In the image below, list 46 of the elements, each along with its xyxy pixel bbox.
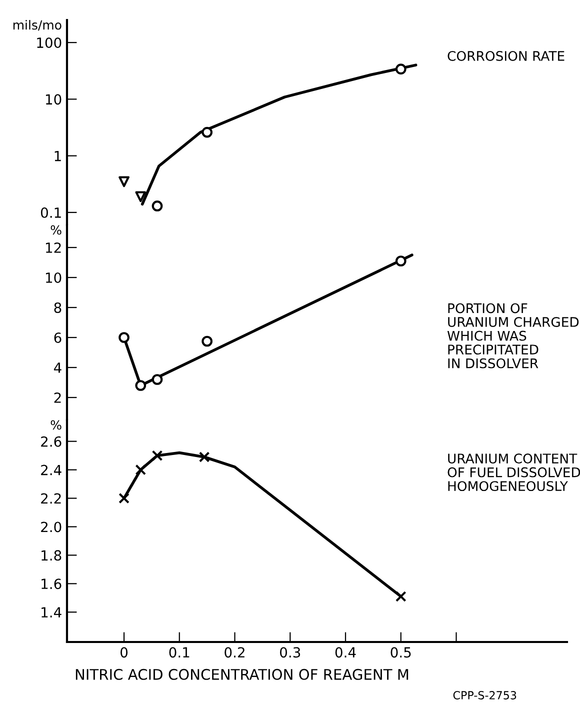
y-tick-label: 1.8	[42, 550, 62, 561]
point	[202, 336, 213, 347]
annotation: PORTION OF URANIUM CHARGED WHICH WAS PRECIPITATED IN DISSOLVER	[447, 303, 579, 368]
x-tick-label: 0.4	[335, 647, 356, 658]
y-tick-label: 10	[46, 94, 62, 105]
annotation: URANIUM CONTENT OF FUEL DISSOLVED HOMOGENEOUSLY	[448, 454, 580, 492]
y-axis-title: %	[50, 420, 62, 430]
y-tick-label: 6	[54, 332, 62, 343]
point	[118, 492, 130, 504]
y-axis-title: %	[50, 225, 62, 235]
annotation: CORROSION RATE	[448, 50, 564, 61]
point	[135, 191, 146, 202]
y-tick-label: 100	[37, 38, 62, 48]
y-tick-label: 2.2	[41, 493, 61, 504]
point	[395, 591, 406, 602]
text: CPP-S-2753	[453, 691, 516, 700]
x-axis-title: NITRIC ACID CONCENTRATION OF REAGENT M	[76, 668, 408, 680]
point	[152, 374, 163, 385]
y-tick-label: 2	[54, 392, 61, 403]
point	[118, 332, 130, 343]
x-tick-label: 0.5	[390, 647, 411, 658]
point	[118, 176, 130, 188]
x-tick-label: 0	[120, 647, 128, 658]
x-tick-label: 0.2	[224, 647, 244, 658]
y-tick-label: 8	[54, 302, 62, 313]
y-tick-label: 2.6	[41, 436, 62, 447]
y-tick-label: 4	[54, 362, 62, 373]
point	[152, 450, 163, 462]
point	[135, 380, 146, 391]
y-tick-label: 1	[54, 150, 61, 162]
y-tick-label: 2.0	[41, 522, 62, 532]
point	[395, 256, 406, 266]
point	[202, 126, 213, 138]
point	[395, 64, 406, 75]
point	[152, 200, 163, 212]
y-axis-title: mils/mo	[13, 20, 62, 31]
y-tick-label: 1.4	[42, 607, 62, 618]
y-tick-label: 12	[46, 242, 61, 253]
x-tick-label: 0.3	[280, 647, 300, 658]
y-tick-label: 0.1	[40, 207, 61, 218]
x-tick-label: 0.1	[169, 647, 190, 658]
y-tick-label: 1.6	[42, 578, 62, 590]
point	[135, 464, 146, 476]
point	[198, 452, 210, 462]
y-tick-label: 10	[46, 272, 62, 283]
y-tick-label: 2.4	[41, 464, 62, 476]
